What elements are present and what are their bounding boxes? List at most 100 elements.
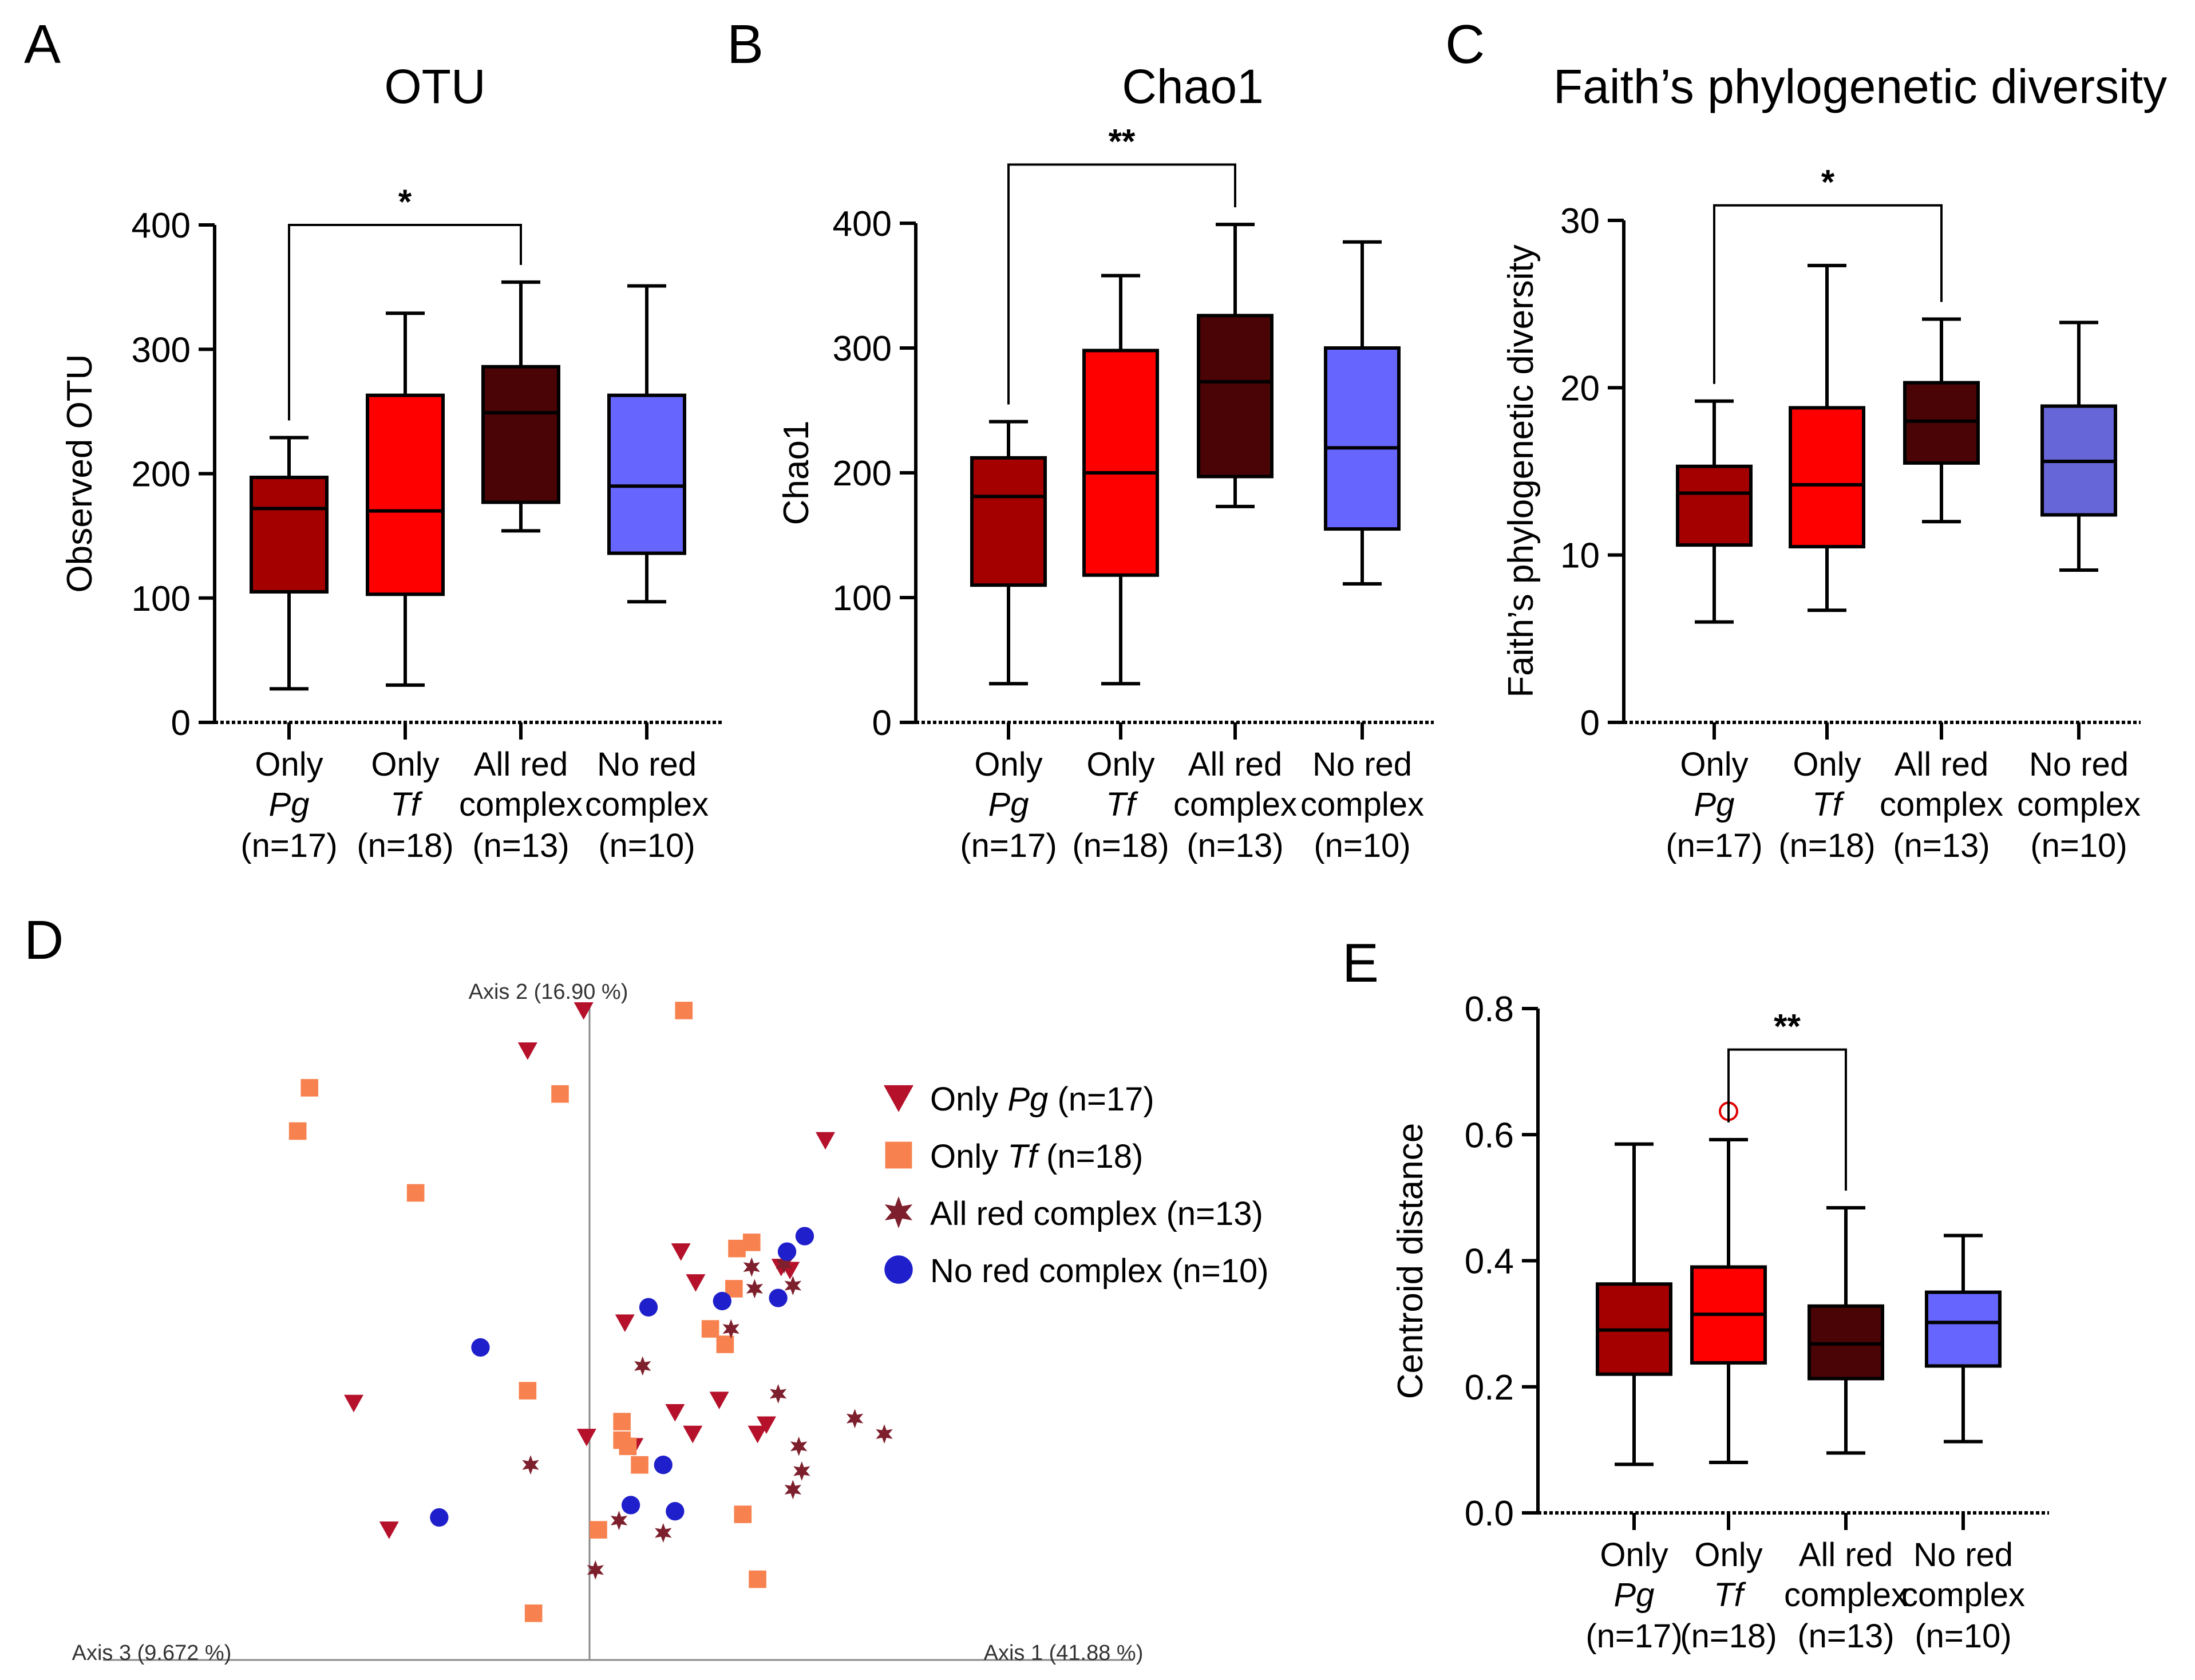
scatter-point <box>576 1429 596 1446</box>
category-label-n: (n=17) <box>960 827 1057 864</box>
significance-bracket <box>1007 163 1236 405</box>
category-label-n: (n=10) <box>598 827 695 864</box>
category-label-line2: Tf <box>1812 786 1845 823</box>
y-tick-label: 200 <box>132 455 191 495</box>
scatter-point <box>876 1424 893 1444</box>
y-tick-label: 300 <box>833 329 892 369</box>
y-tick-label: 30 <box>1560 201 1600 241</box>
panel-label-d: D <box>24 910 64 971</box>
category-label-n: (n=10) <box>2030 827 2127 864</box>
y-tick-label: 100 <box>833 579 892 618</box>
y-axis-label: Faith’s phylogenetic diversity <box>1501 244 1541 697</box>
chart-title: Faith’s phylogenetic diversity <box>1553 60 2167 113</box>
scatter-point <box>471 1338 490 1357</box>
category-label-n: (n=13) <box>1797 1618 1894 1655</box>
legend-label: No red complex (n=10) <box>930 1252 1269 1290</box>
significance-label: * <box>1821 163 1835 201</box>
scatter-point <box>686 1274 706 1292</box>
scatter-legend: Only Pg (n=17) Only Tf (n=18) All red comp… <box>884 1081 1269 1290</box>
legend-label: Only Pg (n=17) <box>930 1081 1154 1118</box>
category-label-line1: Only <box>1680 746 1748 783</box>
box <box>366 393 445 596</box>
y-tick-label: 0.8 <box>1465 990 1514 1029</box>
category-label-line2: complex <box>1784 1576 1908 1614</box>
scatter-point <box>746 1279 764 1299</box>
category-label-line2: complex <box>1901 1576 2025 1614</box>
scatter-point <box>743 1257 760 1277</box>
significance-label: ** <box>1109 122 1136 161</box>
scatter-point <box>728 1239 746 1258</box>
scatter-point <box>610 1511 628 1531</box>
category-label-line2: complex <box>585 786 709 823</box>
chart-title: OTU <box>384 60 485 113</box>
category-label-n: (n=17) <box>1585 1618 1682 1655</box>
axis-1-label: Axis 1 (41.88 %) <box>984 1641 1144 1665</box>
scatter-point <box>757 1416 776 1434</box>
chart-title: Chao1 <box>1122 60 1264 113</box>
scatter-point <box>683 1425 703 1444</box>
category-label-line1: Only <box>255 746 323 783</box>
scatter-point <box>615 1314 635 1332</box>
category-label-line2: complex <box>1173 786 1297 823</box>
scatter-point <box>776 1254 793 1274</box>
scatter-point <box>613 1431 631 1449</box>
category-label-n: (n=13) <box>472 827 569 864</box>
y-tick-label: 0.4 <box>1465 1242 1514 1282</box>
scatter-point <box>795 1227 814 1246</box>
category-label-line2: Pg <box>1694 786 1735 823</box>
scatter-point <box>639 1298 658 1317</box>
box <box>1676 464 1753 547</box>
y-tick-label: 300 <box>132 330 191 370</box>
y-tick-label: 400 <box>132 206 191 246</box>
scatter-point <box>748 1425 768 1444</box>
y-axis-label: Chao1 <box>777 421 816 525</box>
category-label-line1: All red <box>1799 1536 1893 1574</box>
category-label-line2: complex <box>1300 786 1424 823</box>
significance-label: * <box>398 183 412 221</box>
scatter-point <box>742 1234 761 1251</box>
legend-label: All red complex (n=13) <box>930 1195 1263 1232</box>
box <box>250 476 329 594</box>
legend-marker <box>884 1085 913 1112</box>
panel-label-b: B <box>727 14 764 75</box>
panel-label-c: C <box>1445 14 1485 75</box>
scatter-point <box>769 1384 787 1404</box>
scatter-point <box>634 1356 651 1376</box>
scatter-point <box>784 1276 802 1295</box>
category-label-line2: complex <box>1880 786 2003 823</box>
significance-bracket <box>1727 1048 1847 1191</box>
category-label-line2: complex <box>459 786 583 823</box>
box <box>1324 346 1401 531</box>
box <box>1789 406 1865 549</box>
category-label-line1: Only <box>1086 746 1154 783</box>
scatter-point <box>734 1505 752 1523</box>
scatter-point <box>654 1456 673 1475</box>
scatter-point <box>551 1085 569 1103</box>
category-label-n: (n=18) <box>1778 827 1875 864</box>
significance-bracket <box>1713 204 1943 384</box>
panel-label-e: E <box>1342 932 1379 994</box>
y-tick-label: 20 <box>1560 369 1600 408</box>
category-label-line2: Tf <box>1714 1576 1746 1614</box>
box <box>607 393 686 555</box>
category-label-n: (n=13) <box>1187 827 1283 864</box>
y-axis-label: Centroid distance <box>1391 1123 1430 1400</box>
category-label-line2: Pg <box>1614 1576 1655 1614</box>
scatter-point <box>709 1392 729 1409</box>
y-tick-label: 0.2 <box>1465 1368 1514 1408</box>
scatter-point <box>522 1455 539 1475</box>
box <box>1197 314 1274 479</box>
significance-label: ** <box>1774 1007 1801 1046</box>
category-label-line2: Tf <box>1106 786 1138 823</box>
scatter-point <box>517 1042 537 1060</box>
scatter-point <box>379 1521 399 1539</box>
category-label-n: (n=13) <box>1893 827 1990 864</box>
category-label-n: (n=17) <box>240 827 337 864</box>
y-tick-label: 10 <box>1560 536 1600 576</box>
scatter-point <box>288 1122 307 1140</box>
axis-3-label: Axis 3 (9.672 %) <box>72 1641 232 1665</box>
scatter-point <box>519 1382 537 1400</box>
scatter-point <box>590 1521 607 1539</box>
